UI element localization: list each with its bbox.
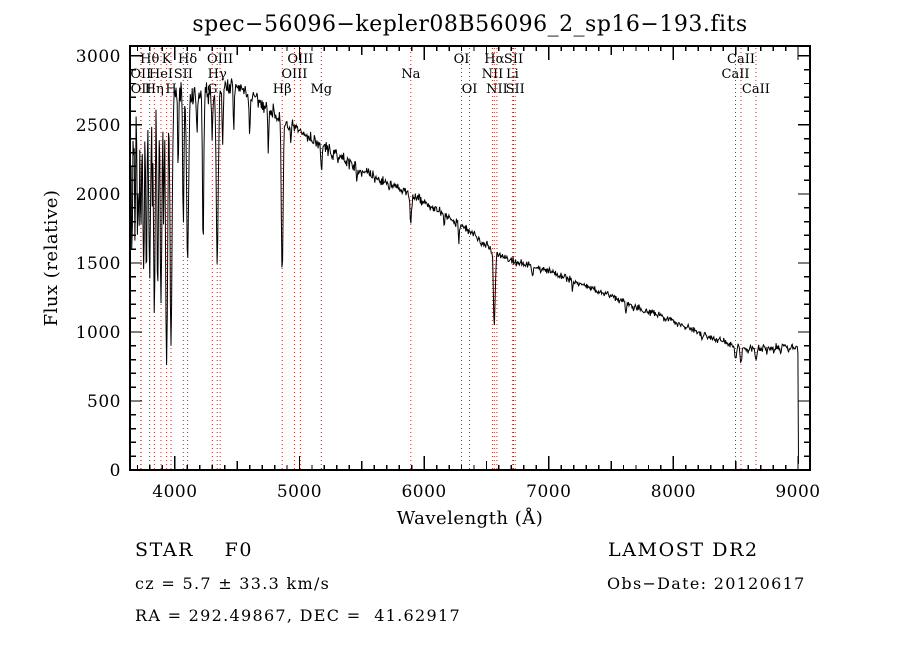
spectrum-trace [130,78,799,464]
svg-text:SII: SII [174,67,193,82]
svg-text:2500: 2500 [76,116,121,136]
svg-text:OIII: OIII [281,67,307,82]
svg-text:3000: 3000 [76,47,121,67]
svg-text:4000: 4000 [152,482,197,502]
svg-text:CaII: CaII [727,52,755,67]
ra-dec-text: RA = 292.49867, DEC = 41.62917 [135,606,461,625]
svg-text:7000: 7000 [526,482,571,502]
svg-text:500: 500 [87,392,121,412]
y-axis-title: Flux (relative) [41,190,62,327]
svg-text:Hδ: Hδ [178,52,197,67]
svg-text:OI: OI [454,52,470,67]
svg-text:SII: SII [506,82,525,97]
svg-text:G: G [207,82,217,97]
svg-text:8000: 8000 [651,482,696,502]
svg-text:Na: Na [401,67,420,82]
svg-text:Hθ: Hθ [140,52,159,67]
svg-text:K: K [162,52,172,67]
x-axis-title: Wavelength (Å) [397,507,544,529]
svg-text:NII: NII [482,67,504,82]
svg-text:CaII: CaII [742,82,770,97]
svg-text:Hγ: Hγ [208,67,227,82]
svg-text:1500: 1500 [76,254,121,274]
svg-text:OII: OII [130,67,151,82]
spectral-line-labels: OIIOIIHθHηHeIKHSIIHδGHγOIIIHβOIIIOIIIMgN… [130,52,770,97]
plot-frame [129,45,811,471]
svg-text:0: 0 [110,461,121,481]
svg-text:2000: 2000 [76,185,121,205]
svg-text:1000: 1000 [76,323,121,343]
svg-text:9000: 9000 [775,482,820,502]
svg-text:6000: 6000 [401,482,446,502]
svg-text:OIII: OIII [287,52,313,67]
plot-title: spec−56096−kepler08B56096_2_sp16−193.fit… [192,12,748,37]
svg-text:5000: 5000 [277,482,322,502]
svg-text:CaII: CaII [722,67,750,82]
radial-velocity-text: cz = 5.7 ± 33.3 km/s [135,574,331,593]
svg-text:Hβ: Hβ [273,82,292,97]
svg-text:OI: OI [462,82,478,97]
svg-text:SII: SII [504,52,523,67]
svg-text:NII: NII [486,82,508,97]
svg-text:OII: OII [131,82,152,97]
svg-text:H: H [165,82,176,97]
svg-text:Mg: Mg [310,82,332,97]
svg-text:HeI: HeI [149,67,173,82]
x-tick-labels: 4000 5000 6000 7000 8000 9000 [152,482,820,502]
obs-date-text: Obs−Date: 20120617 [607,574,806,593]
svg-text:Hη: Hη [145,82,164,97]
y-tick-labels: 0 500 1000 1500 2000 2500 3000 [76,47,121,481]
survey-release-text: LAMOST DR2 [608,539,759,561]
svg-text:Hα: Hα [484,52,504,67]
svg-text:Li: Li [506,67,519,82]
object-class-text: STAR F0 [135,539,254,561]
svg-text:OIII: OIII [207,52,233,67]
